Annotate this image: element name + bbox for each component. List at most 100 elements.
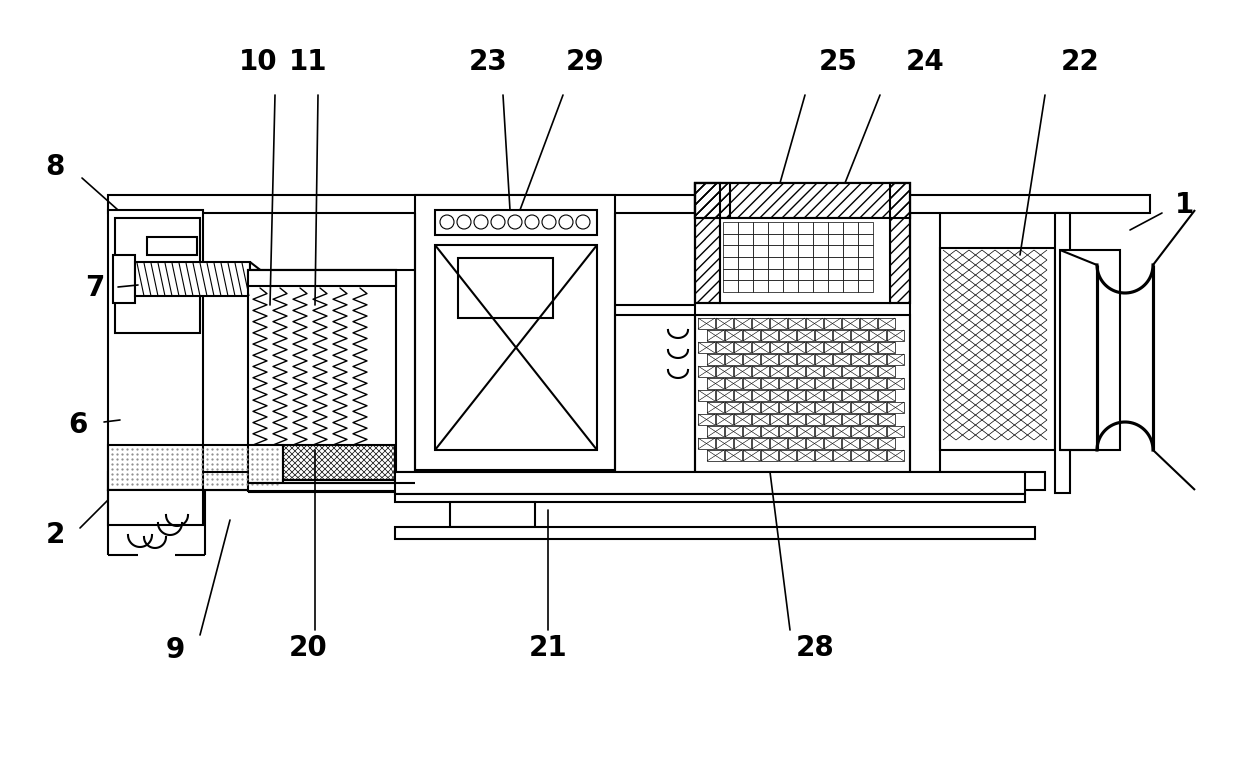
- Bar: [887, 450, 904, 461]
- Bar: [828, 222, 843, 234]
- Bar: [695, 183, 909, 218]
- Bar: [707, 450, 724, 461]
- Bar: [869, 402, 886, 413]
- Bar: [458, 258, 553, 318]
- Bar: [797, 354, 814, 365]
- Bar: [843, 438, 859, 449]
- Bar: [724, 268, 738, 281]
- Bar: [698, 342, 715, 353]
- Circle shape: [457, 215, 471, 229]
- Bar: [798, 281, 813, 292]
- Bar: [761, 378, 778, 389]
- Bar: [707, 378, 724, 389]
- Bar: [716, 414, 733, 425]
- Bar: [824, 390, 841, 401]
- Bar: [860, 390, 877, 401]
- Bar: [815, 354, 833, 365]
- Bar: [788, 390, 805, 401]
- Bar: [815, 426, 833, 437]
- Bar: [135, 262, 250, 296]
- Bar: [725, 330, 742, 341]
- Bar: [753, 281, 768, 292]
- Text: 9: 9: [165, 636, 185, 664]
- Bar: [108, 210, 203, 490]
- Bar: [450, 502, 535, 527]
- Bar: [395, 527, 1035, 539]
- Bar: [108, 472, 1044, 490]
- Bar: [843, 257, 857, 268]
- Bar: [887, 402, 904, 413]
- Bar: [738, 245, 753, 257]
- Bar: [797, 450, 814, 461]
- Bar: [833, 378, 850, 389]
- Bar: [857, 268, 873, 281]
- Bar: [798, 257, 813, 268]
- Bar: [716, 366, 733, 377]
- Bar: [738, 268, 753, 281]
- Bar: [768, 268, 783, 281]
- Bar: [725, 402, 742, 413]
- Bar: [743, 378, 760, 389]
- Bar: [887, 354, 904, 365]
- Bar: [1061, 250, 1120, 450]
- Bar: [282, 445, 395, 480]
- Bar: [824, 318, 841, 329]
- Bar: [878, 390, 895, 401]
- Bar: [108, 490, 203, 525]
- Bar: [716, 438, 733, 449]
- Bar: [435, 245, 597, 450]
- Bar: [1054, 213, 1070, 493]
- Bar: [779, 330, 795, 341]
- Bar: [813, 222, 828, 234]
- Bar: [698, 414, 715, 425]
- Bar: [815, 330, 833, 341]
- Bar: [108, 195, 1150, 213]
- Bar: [147, 237, 197, 255]
- Bar: [738, 222, 753, 234]
- Bar: [733, 318, 751, 329]
- Text: 23: 23: [468, 48, 508, 76]
- Bar: [752, 414, 769, 425]
- Bar: [115, 218, 199, 333]
- Bar: [815, 378, 833, 389]
- Bar: [798, 222, 813, 234]
- Bar: [857, 257, 873, 268]
- Bar: [857, 222, 873, 234]
- Bar: [716, 342, 733, 353]
- Bar: [843, 222, 857, 234]
- Bar: [752, 438, 769, 449]
- Bar: [753, 245, 768, 257]
- Bar: [761, 354, 778, 365]
- Bar: [108, 445, 282, 490]
- Bar: [779, 354, 795, 365]
- Bar: [813, 281, 828, 292]
- Bar: [788, 366, 805, 377]
- Bar: [768, 234, 783, 245]
- Text: 29: 29: [566, 48, 605, 76]
- Bar: [807, 438, 823, 449]
- Bar: [753, 234, 768, 245]
- Bar: [797, 402, 814, 413]
- Bar: [798, 245, 813, 257]
- Bar: [768, 257, 783, 268]
- Bar: [824, 414, 841, 425]
- Bar: [798, 268, 813, 281]
- Bar: [813, 245, 828, 257]
- Bar: [887, 330, 904, 341]
- Bar: [788, 342, 805, 353]
- Text: 1: 1: [1176, 191, 1194, 219]
- Bar: [769, 318, 787, 329]
- Bar: [769, 438, 787, 449]
- Bar: [415, 195, 615, 470]
- Bar: [887, 378, 904, 389]
- Bar: [783, 281, 798, 292]
- Bar: [815, 450, 833, 461]
- Bar: [761, 402, 778, 413]
- Circle shape: [559, 215, 572, 229]
- Bar: [733, 366, 751, 377]
- Bar: [807, 414, 823, 425]
- Circle shape: [475, 215, 488, 229]
- Text: 22: 22: [1061, 48, 1099, 76]
- Bar: [824, 438, 841, 449]
- Circle shape: [508, 215, 522, 229]
